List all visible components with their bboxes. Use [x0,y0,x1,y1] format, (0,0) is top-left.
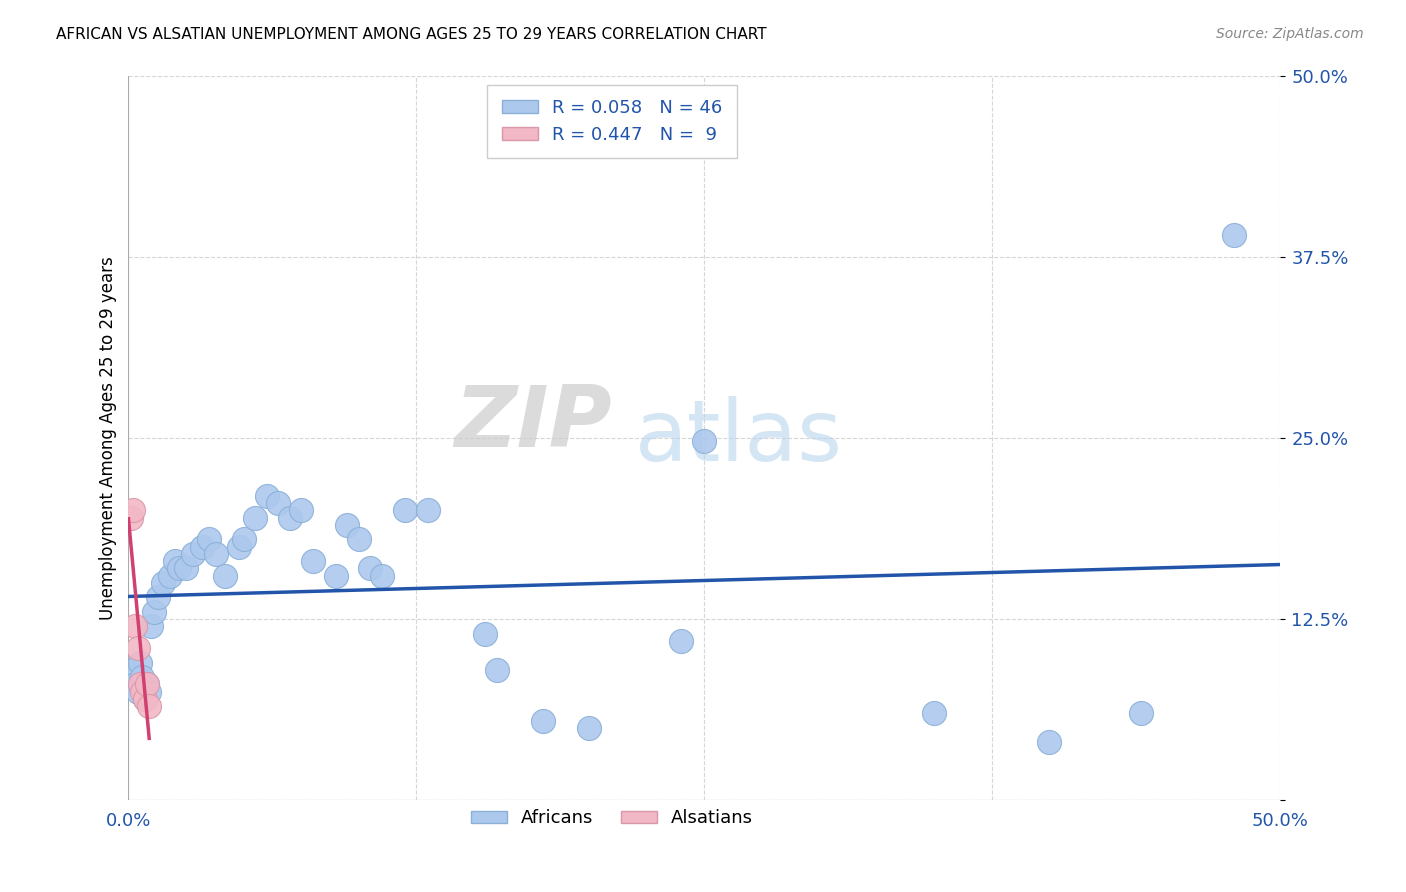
Text: atlas: atlas [636,396,844,479]
Point [134,691,156,706]
Point [214,568,236,582]
Point [142,605,165,619]
Point [131,670,153,684]
Point [243,510,266,524]
Point [474,626,496,640]
Point [131,684,153,698]
Point [174,561,197,575]
Point [290,503,312,517]
Point [693,434,716,448]
Point [359,561,381,575]
Point [163,554,186,568]
Point [531,714,554,728]
Point [138,684,160,698]
Point [152,575,174,590]
Point [1130,706,1153,721]
Point [127,684,149,698]
Point [205,547,228,561]
Point [198,533,221,547]
Point [301,554,323,568]
Point [138,698,160,713]
Point [1222,227,1244,242]
Point [578,721,600,735]
Point [256,489,278,503]
Point [141,619,163,633]
Point [129,677,152,691]
Point [347,533,370,547]
Text: Source: ZipAtlas.com: Source: ZipAtlas.com [1216,27,1364,41]
Legend: Africans, Alsatians: Africans, Alsatians [464,802,761,835]
Point [120,510,142,524]
Point [267,496,290,510]
Point [135,677,157,691]
Point [325,568,347,582]
Point [122,503,145,517]
Point [129,656,152,670]
Point [278,510,301,524]
Text: ZIP: ZIP [454,382,612,465]
Text: AFRICAN VS ALSATIAN UNEMPLOYMENT AMONG AGES 25 TO 29 YEARS CORRELATION CHART: AFRICAN VS ALSATIAN UNEMPLOYMENT AMONG A… [56,27,766,42]
Point [1038,735,1060,749]
Point [669,633,692,648]
Point [122,663,145,677]
Y-axis label: Unemployment Among Ages 25 to 29 years: Unemployment Among Ages 25 to 29 years [100,256,117,620]
Point [191,540,214,554]
Point [167,561,190,575]
Point [485,663,508,677]
Point [124,619,146,633]
Point [394,503,416,517]
Point [416,503,439,517]
Point [232,533,254,547]
Point [924,706,946,721]
Point [124,677,146,691]
Point [127,640,149,655]
Point [181,547,204,561]
Point [134,691,156,706]
Point [336,517,359,532]
Point [159,568,181,582]
Point [135,677,157,691]
Point [228,540,250,554]
Point [370,568,392,582]
Point [148,591,170,605]
